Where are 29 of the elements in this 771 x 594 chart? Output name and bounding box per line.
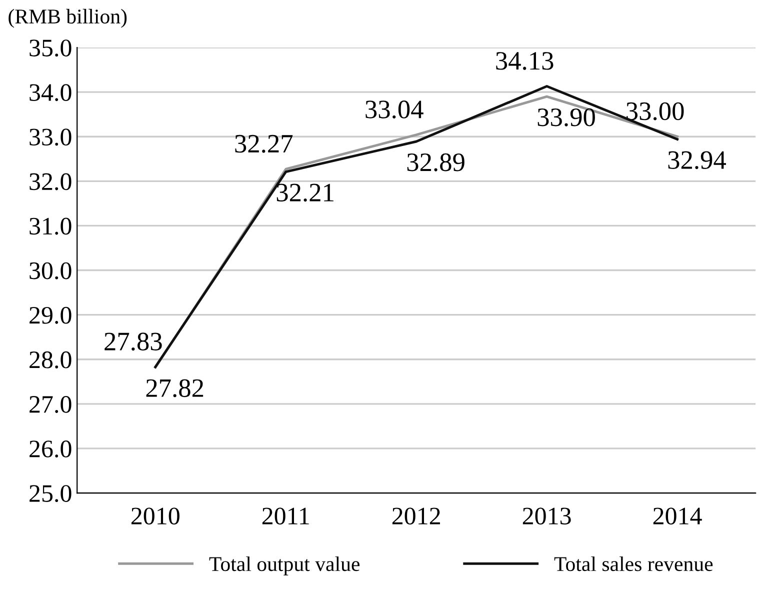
x-tick-label: 2011 (262, 508, 309, 525)
data-label: 27.83 (104, 332, 162, 351)
data-label: 34.13 (496, 52, 554, 70)
x-tick-label: 2012 (392, 508, 440, 525)
data-label: 33.00 (626, 102, 684, 120)
y-tick-label: 31.0 (30, 218, 72, 235)
data-label: 32.89 (407, 153, 464, 172)
x-tick-label: 2013 (522, 508, 571, 525)
data-label: 33.90 (538, 108, 595, 126)
y-tick-label: 28.0 (30, 351, 72, 368)
y-tick-label: 30.0 (30, 262, 72, 280)
legend-label: Total output value (209, 556, 360, 576)
x-tick-label: 2010 (131, 508, 180, 525)
y-tick-label: 32.0 (30, 173, 72, 190)
y-tick-label: 29.0 (30, 306, 72, 324)
data-label: 33.04 (366, 100, 424, 118)
y-tick-label: 27.0 (30, 396, 72, 413)
data-label: 27.82 (146, 379, 204, 398)
y-tick-label: 26.0 (30, 440, 72, 458)
y-tick-label: 34.0 (30, 84, 72, 102)
y-tick-label: 25.0 (30, 485, 72, 502)
data-label: 32.94 (668, 151, 726, 170)
data-label: 32.27 (235, 134, 293, 153)
legend-label: Total sales revenue (554, 556, 713, 572)
data-label: 32.21 (276, 184, 334, 202)
y-axis-title: (RMB billion) (8, 8, 127, 28)
y-tick-label: 35.0 (30, 40, 72, 57)
y-tick-label: 33.0 (30, 128, 72, 146)
x-tick-label: 2014 (653, 508, 702, 525)
